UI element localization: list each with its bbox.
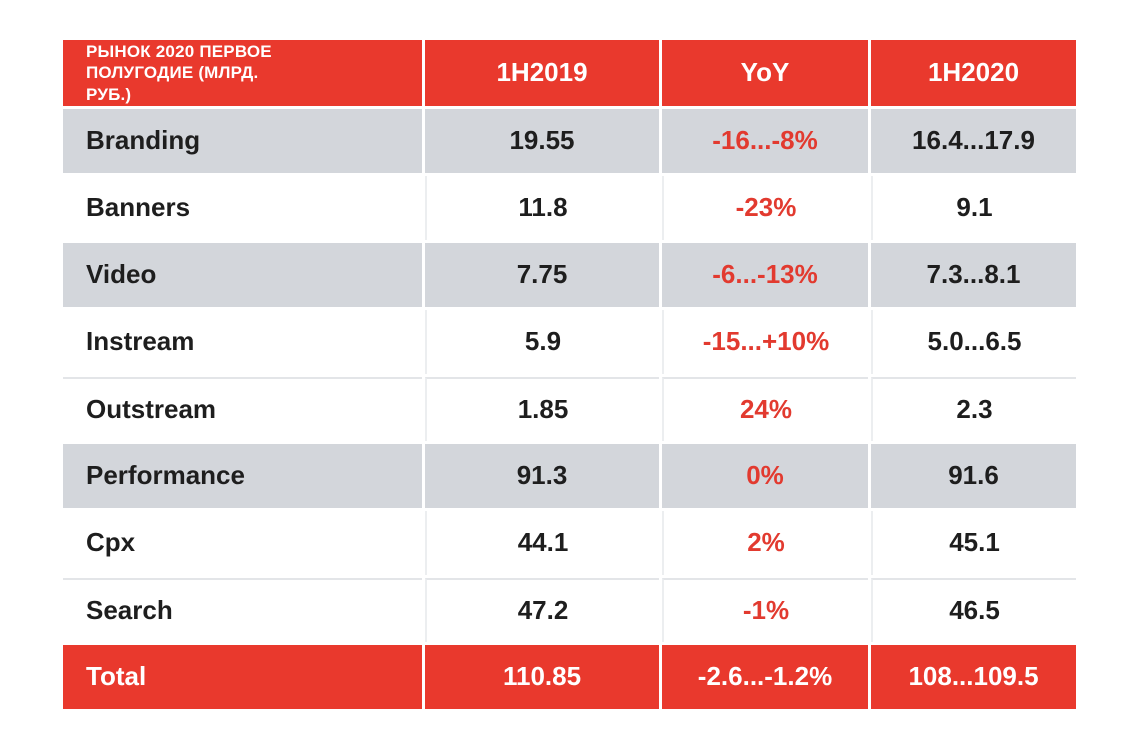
cell-yoy: -16...-8% bbox=[662, 108, 868, 173]
table-row-performance: Performance 91.3 0% 91.6 bbox=[63, 443, 1076, 508]
row-label: Video bbox=[63, 242, 422, 307]
cell-1h2020: 45.1 bbox=[871, 510, 1076, 575]
table-row-video: Video 7.75 -6...-13% 7.3...8.1 bbox=[63, 242, 1076, 307]
cell-1h2019: 110.85 bbox=[425, 644, 659, 709]
cell-1h2019: 44.1 bbox=[425, 510, 659, 575]
row-label: Instream bbox=[63, 309, 422, 374]
cell-yoy: -6...-13% bbox=[662, 242, 868, 307]
table-row-outstream: Outstream 1.85 24% 2.3 bbox=[63, 376, 1076, 441]
cell-yoy: -1% bbox=[662, 577, 868, 642]
table-title-cell: РЫНОК 2020 ПЕРВОЕ ПОЛУГОДИЕ (МЛРД. РУБ.) bbox=[63, 40, 422, 106]
column-header-yoy: YoY bbox=[662, 40, 868, 106]
cell-1h2020: 46.5 bbox=[871, 577, 1076, 642]
cell-yoy: -2.6...-1.2% bbox=[662, 644, 868, 709]
row-label: Banners bbox=[63, 175, 422, 240]
table-title: РЫНОК 2020 ПЕРВОЕ ПОЛУГОДИЕ (МЛРД. РУБ.) bbox=[86, 42, 272, 104]
cell-1h2019: 1.85 bbox=[425, 376, 659, 441]
cell-1h2020: 16.4...17.9 bbox=[871, 108, 1076, 173]
cell-yoy: 0% bbox=[662, 443, 868, 508]
row-label: Outstream bbox=[63, 376, 422, 441]
row-label: Performance bbox=[63, 443, 422, 508]
table-row-banners: Banners 11.8 -23% 9.1 bbox=[63, 175, 1076, 240]
column-header-1h2020: 1H2020 bbox=[871, 40, 1076, 106]
table-row-cpx: Cpx 44.1 2% 45.1 bbox=[63, 510, 1076, 575]
cell-1h2019: 5.9 bbox=[425, 309, 659, 374]
cell-1h2020: 5.0...6.5 bbox=[871, 309, 1076, 374]
table-row-branding: Branding 19.55 -16...-8% 16.4...17.9 bbox=[63, 108, 1076, 173]
cell-1h2020: 91.6 bbox=[871, 443, 1076, 508]
cell-1h2019: 91.3 bbox=[425, 443, 659, 508]
cell-1h2020: 108...109.5 bbox=[871, 644, 1076, 709]
table-row-search: Search 47.2 -1% 46.5 bbox=[63, 577, 1076, 642]
cell-yoy: 24% bbox=[662, 376, 868, 441]
cell-1h2020: 9.1 bbox=[871, 175, 1076, 240]
cell-yoy: -23% bbox=[662, 175, 868, 240]
column-header-1h2019: 1H2019 bbox=[425, 40, 659, 106]
row-label: Cpx bbox=[63, 510, 422, 575]
row-label: Branding bbox=[63, 108, 422, 173]
cell-yoy: 2% bbox=[662, 510, 868, 575]
table-row-total: Total 110.85 -2.6...-1.2% 108...109.5 bbox=[63, 644, 1076, 709]
cell-1h2020: 7.3...8.1 bbox=[871, 242, 1076, 307]
cell-1h2020: 2.3 bbox=[871, 376, 1076, 441]
row-label: Total bbox=[63, 644, 422, 709]
row-label: Search bbox=[63, 577, 422, 642]
market-table-container: РЫНОК 2020 ПЕРВОЕ ПОЛУГОДИЕ (МЛРД. РУБ.)… bbox=[60, 37, 1079, 712]
table-row-instream: Instream 5.9 -15...+10% 5.0...6.5 bbox=[63, 309, 1076, 374]
header-row: РЫНОК 2020 ПЕРВОЕ ПОЛУГОДИЕ (МЛРД. РУБ.)… bbox=[63, 40, 1076, 106]
market-table: РЫНОК 2020 ПЕРВОЕ ПОЛУГОДИЕ (МЛРД. РУБ.)… bbox=[60, 37, 1079, 712]
cell-1h2019: 11.8 bbox=[425, 175, 659, 240]
cell-yoy: -15...+10% bbox=[662, 309, 868, 374]
cell-1h2019: 19.55 bbox=[425, 108, 659, 173]
cell-1h2019: 7.75 bbox=[425, 242, 659, 307]
cell-1h2019: 47.2 bbox=[425, 577, 659, 642]
